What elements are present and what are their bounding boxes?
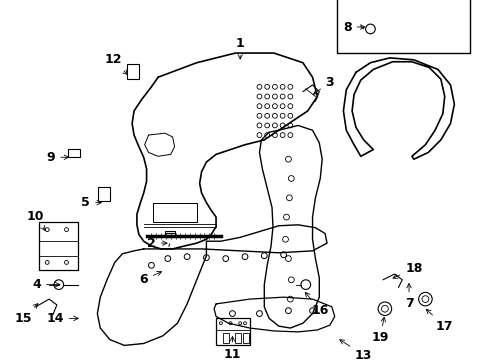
Text: 18: 18 (393, 262, 422, 278)
Text: 13: 13 (340, 340, 372, 360)
Text: 12: 12 (104, 53, 127, 75)
Text: 2: 2 (147, 237, 167, 249)
Text: 3: 3 (314, 76, 334, 94)
Bar (165, 231, 174, 237)
Text: 4: 4 (32, 278, 60, 291)
Text: 16: 16 (305, 292, 329, 317)
Bar (98, 187, 110, 201)
Text: 10: 10 (27, 210, 45, 230)
Text: 9: 9 (47, 151, 69, 164)
Bar (243, 333, 249, 342)
Text: 15: 15 (14, 303, 38, 325)
Text: 19: 19 (371, 317, 389, 344)
Bar (69, 149, 80, 157)
Text: 8: 8 (343, 21, 365, 33)
Text: 7: 7 (405, 284, 414, 310)
Text: 14: 14 (46, 312, 78, 325)
Text: 5: 5 (81, 196, 101, 209)
Bar (235, 333, 241, 342)
Bar (337, 0, 470, 53)
Text: 17: 17 (426, 309, 453, 333)
Text: 11: 11 (224, 337, 241, 360)
Text: 1: 1 (236, 37, 245, 59)
Text: 6: 6 (139, 271, 162, 286)
Bar (127, 64, 139, 79)
Bar (223, 333, 229, 342)
